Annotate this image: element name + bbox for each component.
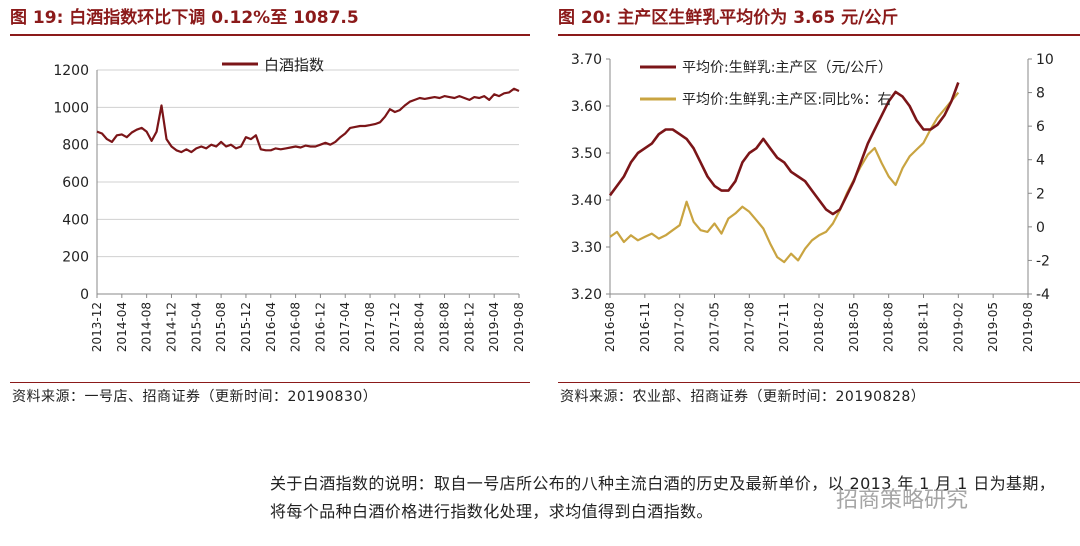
right-title-rule (558, 34, 1080, 36)
right-chart-source: 资料来源：农业部、招商证券（更新时间：20190828） (560, 389, 926, 405)
right-left-y-tick-label: 3.30 (571, 240, 602, 256)
left-x-tick-label: 2015-08 (214, 302, 228, 352)
right-x-tick-label: 2018-11 (917, 302, 931, 352)
right-legend-label-price: 平均价:生鲜乳:主产区（元/公斤） (682, 60, 892, 76)
right-right-y-tick-label: 0 (1036, 220, 1045, 236)
left-y-tick-label: 1200 (53, 63, 89, 79)
right-x-tick-label: 2017-08 (742, 302, 756, 352)
right-left-y-tick-label: 3.50 (571, 146, 602, 162)
right-series-line-yoy (609, 91, 960, 264)
left-x-tick-label: 2018-04 (413, 302, 427, 352)
left-y-tick-label: 600 (62, 175, 89, 191)
right-left-y-tick-label: 3.70 (571, 52, 602, 68)
right-x-tick-label: 2016-08 (603, 302, 617, 352)
left-x-tick-label: 2019-08 (512, 302, 526, 352)
left-x-tick-label: 2017-08 (363, 302, 377, 352)
left-x-tick-label: 2014-08 (140, 302, 154, 352)
right-x-tick-label: 2017-11 (777, 302, 791, 352)
right-x-tick-label: 2017-02 (673, 302, 687, 352)
right-right-y-tick-label: 4 (1036, 153, 1045, 169)
left-source-rule (10, 382, 530, 383)
left-y-tick-label: 0 (80, 287, 89, 303)
right-x-tick-label: 2018-05 (847, 302, 861, 352)
left-x-tick-label: 2015-04 (189, 302, 203, 352)
left-chart-svg: 0 200 400 600 800 1000 1200 2013-12 2014-04 2014-… (53, 56, 526, 352)
right-chart-svg: 3.20 3.30 3.40 3.50 3.60 3.70 -4 -2 0 2 4 6 8 10 2016-… (571, 52, 1054, 352)
right-x-tick-label: 2016-11 (638, 302, 652, 352)
left-y-tick-label: 800 (62, 138, 89, 154)
right-x-tick-label: 2018-08 (882, 302, 896, 352)
right-x-tick-label: 2017-05 (708, 302, 722, 352)
left-y-tick-label: 400 (62, 212, 89, 228)
right-x-tick-label: 2018-02 (812, 302, 826, 352)
right-x-tick-label: 2019-08 (1021, 302, 1035, 352)
right-left-y-tick-label: 3.20 (571, 287, 602, 303)
left-legend-label: 白酒指数 (264, 56, 324, 74)
right-series-line-price (608, 82, 960, 216)
left-x-tick-label: 2019-04 (487, 302, 501, 352)
left-x-tick-label: 2015-12 (239, 302, 253, 352)
watermark-text: 招商策略研究 (836, 488, 969, 513)
left-chart-title: 图 19: 白酒指数环比下调 0.12%至 1087.5 (10, 8, 359, 28)
left-series-line-baijiu-index (96, 87, 520, 154)
left-title-rule (10, 34, 530, 36)
right-x-tick-label: 2019-05 (986, 302, 1000, 352)
left-x-tick-label: 2016-04 (264, 302, 278, 352)
left-x-tick-label: 2014-04 (115, 302, 129, 352)
right-source-rule (558, 382, 1080, 383)
left-x-tick-label: 2018-08 (438, 302, 452, 352)
left-x-tick-label: 2018-12 (462, 302, 476, 352)
left-x-tick-label: 2016-08 (289, 302, 303, 352)
right-right-y-tick-label: 10 (1036, 52, 1054, 68)
left-x-tick-label: 2016-12 (313, 302, 327, 352)
left-x-tick-label: 2017-04 (338, 302, 352, 352)
right-x-tick-label: 2019-02 (951, 302, 965, 352)
right-right-y-tick-label: 6 (1036, 119, 1045, 135)
left-x-tick-label: 2017-12 (388, 302, 402, 352)
left-chart-source: 资料来源：一号店、招商证券（更新时间：20190830） (12, 389, 378, 405)
right-right-y-tick-label: 2 (1036, 186, 1045, 202)
index-explanation-note: 关于白酒指数的说明：取自一号店所公布的八种主流白酒的历史及最新单价，以 2013… (270, 474, 1056, 521)
right-right-y-tick-label: 8 (1036, 86, 1045, 102)
left-x-tick-label: 2013-12 (90, 302, 104, 352)
left-y-tick-label: 200 (62, 250, 89, 266)
right-legend-label-yoy: 平均价:生鲜乳:主产区:同比%：右 (682, 92, 891, 108)
right-chart-title: 图 20: 主产区生鲜乳平均价为 3.65 元/公斤 (558, 8, 899, 28)
left-y-tick-label: 1000 (53, 100, 89, 116)
right-left-y-tick-label: 3.60 (571, 99, 602, 115)
right-left-y-tick-label: 3.40 (571, 193, 602, 209)
left-x-tick-label: 2014-12 (164, 302, 178, 352)
right-right-y-tick-label: -4 (1036, 287, 1050, 303)
right-right-y-tick-label: -2 (1036, 253, 1050, 269)
